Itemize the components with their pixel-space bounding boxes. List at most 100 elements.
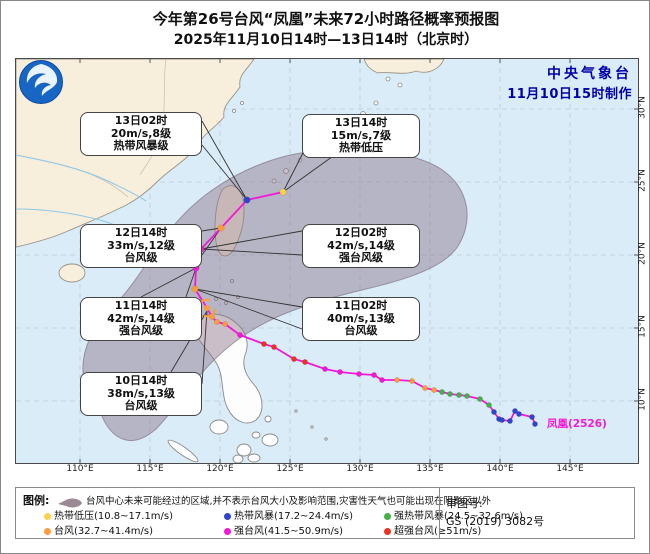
past-track-point <box>486 402 492 408</box>
callout-wind: 20m/s,8级 <box>110 126 172 140</box>
agency-name: 中央气象台 <box>547 66 632 82</box>
page-subtitle: 2025年11月10日14时—13日14时（北京时） <box>173 32 479 48</box>
legend-item-label: 强热带风暴(24.5~32.6m/s) <box>394 511 524 522</box>
callout-wind: 33m/s,12级 <box>107 238 175 252</box>
callout-level: 强台风级 <box>119 324 163 337</box>
lon-label-145e: 145°E <box>556 464 584 474</box>
callout-12d14h: 12日14时 33m/s,12级 台风级 <box>80 224 202 268</box>
forecast-track-point <box>243 196 251 204</box>
past-track-point <box>422 385 428 391</box>
philippine-islands <box>167 279 328 463</box>
past-track-point <box>439 389 445 395</box>
legend-item-label: 超强台风(≥51m/s) <box>394 526 482 537</box>
sty-dot-icon <box>224 527 231 535</box>
ty-dot-icon <box>44 527 51 535</box>
legend-item-super: 超强台风(≥51m/s) <box>384 522 481 537</box>
luzon-island <box>194 313 263 424</box>
past-track-point <box>291 356 297 362</box>
callout-13d14h: 13日14时 15m/s,7级 热带低压 <box>302 114 420 158</box>
callout-level: 台风级 <box>124 251 158 264</box>
past-track-point <box>222 321 228 327</box>
lat-label-10n: 10°N <box>637 388 648 411</box>
past-track-point <box>237 332 243 338</box>
past-track-point <box>371 372 377 378</box>
legend-item-ty: 台风(32.7~41.4m/s) <box>44 522 153 537</box>
callout-level: 强台风级 <box>339 251 383 264</box>
legend-item-label: 台风(32.7~41.4m/s) <box>54 526 154 537</box>
callout-level: 热带风暴级 <box>113 139 169 152</box>
callout-11d02h: 11日02时 40m/s,13级 台风级 <box>302 297 420 341</box>
license-number: GS (2019) 3082号 <box>446 515 545 528</box>
lat-label-25n: 25°N <box>637 169 648 192</box>
callout-time: 10日14时 <box>114 374 168 387</box>
lat-label-30n: 30°N <box>637 96 648 119</box>
past-track-point <box>394 377 400 383</box>
callout-time: 12日14时 <box>114 226 168 239</box>
super-ty-dot-icon <box>384 527 391 535</box>
forecast-track-point <box>217 224 225 232</box>
storm-name-label: 凤凰(2526) <box>547 418 607 430</box>
sts-dot-icon <box>384 512 391 520</box>
legend-item-sts: 强热带风暴(24.5~32.6m/s) <box>384 507 523 522</box>
past-track-point <box>431 387 437 393</box>
past-track-point <box>337 369 343 375</box>
map-panel: 中央气象台 11月10日15时制作 13日02时 20m/s,8级 热带风暴级 … <box>15 58 639 464</box>
legend-item-ts: 热带风暴(17.2~24.4m/s) <box>224 507 353 522</box>
legend-item-label: 热带低压(10.8~17.1m/s) <box>54 511 174 522</box>
past-track-point <box>507 418 513 424</box>
past-track-point <box>477 396 483 402</box>
callout-level: 台风级 <box>124 399 158 412</box>
past-track-point <box>456 392 462 398</box>
lat-label-20n: 20°N <box>637 242 648 265</box>
map-license: 审图号: GS (2019) 3082号 <box>446 495 544 531</box>
callout-12d02h: 12日02时 42m/s,14级 强台风级 <box>302 224 420 268</box>
callout-13d02h: 13日02时 20m/s,8级 热带风暴级 <box>80 112 202 156</box>
lon-label-110e: 110°E <box>66 464 94 474</box>
past-track-point <box>447 391 453 397</box>
callout-wind: 40m/s,13级 <box>327 311 395 325</box>
past-track-point <box>379 377 385 383</box>
callout-time: 13日02时 <box>114 114 168 127</box>
callout-time: 11日14时 <box>114 299 168 312</box>
past-track-point <box>214 319 220 325</box>
callout-time: 11日02时 <box>334 299 388 312</box>
callout-time: 13日14时 <box>334 116 388 129</box>
issue-time: 11月10日15时制作 <box>507 87 632 102</box>
past-track-point <box>409 378 415 384</box>
cma-logo <box>18 59 64 109</box>
legend-shadow-note: 台风中心未来可能经过的区域,并不表示台风大小及影响范围,灾害性天气也可能出现在阴… <box>86 496 492 507</box>
ts-dot-icon <box>224 512 231 520</box>
callout-level: 台风级 <box>344 324 378 337</box>
lon-label-140e: 140°E <box>486 464 514 474</box>
past-track-point <box>261 341 267 347</box>
callout-wind: 42m/s,14级 <box>107 311 175 325</box>
license-label: 审图号: <box>446 497 483 510</box>
forecast-track-point <box>279 188 287 196</box>
lon-label-135e: 135°E <box>416 464 444 474</box>
past-track-point <box>529 414 535 420</box>
callout-wind: 38m/s,13级 <box>107 386 175 400</box>
legend-item-sty: 强台风(41.5~50.9m/s) <box>224 522 343 537</box>
legend-box: 图例: 台风中心未来可能经过的区域,并不表示台风大小及影响范围,灾害性天气也可能… <box>15 487 635 539</box>
past-track-point <box>302 359 308 365</box>
past-track-point <box>271 344 277 350</box>
map-canvas <box>16 59 638 463</box>
past-track-point <box>322 366 328 372</box>
callout-level: 热带低压 <box>339 141 383 154</box>
shadow-area-icon <box>57 494 83 513</box>
past-track-point <box>516 411 522 417</box>
forecast-track-point <box>191 285 199 293</box>
callout-wind: 15m/s,7级 <box>330 128 392 142</box>
lon-label-120e: 120°E <box>206 464 234 474</box>
lat-label-15n: 15°N <box>637 315 648 338</box>
agency-credit: 中央气象台 11月10日15时制作 <box>507 63 632 102</box>
callout-wind: 42m/s,14级 <box>327 238 395 252</box>
hainan-island <box>58 263 86 283</box>
legend-item-td: 热带低压(10.8~17.1m/s) <box>44 507 173 522</box>
typhoon-track-layer <box>191 188 538 427</box>
lon-label-130e: 130°E <box>346 464 374 474</box>
past-track-point <box>532 421 538 427</box>
past-track-point <box>356 371 362 377</box>
callout-time: 12日02时 <box>334 226 388 239</box>
page-title: 今年第26号台风“凤凰”未来72小时路径概率预报图 <box>152 10 500 28</box>
